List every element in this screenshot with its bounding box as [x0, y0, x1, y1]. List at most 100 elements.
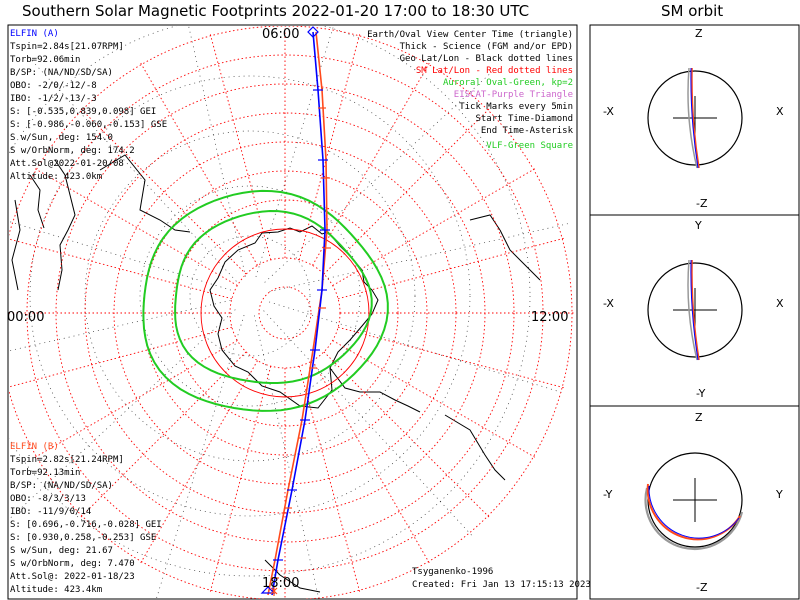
elfin-b-track	[267, 31, 328, 596]
axis-label-left: -X	[603, 297, 614, 310]
elfin-a-info: ELFIN (A) Tspin=2.84s[21.07RPM] Torb=92.…	[10, 29, 167, 182]
orbit-panel-title: SM orbit	[661, 2, 724, 20]
sm-lon-spoke	[9, 326, 232, 388]
elfin-a-start-diamond	[307, 26, 319, 38]
orbit-panel-xy: Y -Y -X X	[603, 219, 784, 400]
elfin-b-orbit	[691, 67, 700, 169]
legend-item: Tick Marks every 5min	[459, 102, 573, 112]
sm-lon-spoke	[209, 32, 272, 260]
elfin-b-line: S w/Sun, deg: 21.67	[10, 546, 113, 556]
axis-label-right: Y	[775, 488, 783, 501]
elfin-b-line: S: [0.696,-0.716,-0.028] GEI	[10, 520, 162, 530]
orbit-panel-yz: Z -Z -Y Y	[603, 411, 783, 594]
axis-label-right: X	[776, 297, 784, 310]
sm-lon-spoke	[298, 366, 361, 594]
geo-lon-spoke	[255, 26, 334, 277]
axis-label-top: Y	[694, 219, 702, 232]
legend-item: End Time-Asterisk	[481, 126, 574, 136]
sm-lon-spoke	[312, 61, 431, 266]
orbit-gray	[644, 487, 744, 551]
sm-lon-spoke	[332, 340, 537, 459]
sm-lat-lon-grid	[9, 26, 575, 599]
sm-lat-ring	[55, 83, 515, 543]
sm-lat-ring	[142, 170, 428, 456]
sm-lon-spoke	[323, 351, 491, 519]
earth-circle	[647, 70, 743, 166]
axis-label-left: -X	[603, 105, 614, 118]
geo-lon-spoke	[188, 26, 246, 277]
antarctica-coastline	[11, 154, 541, 593]
auroral-oval	[142, 189, 389, 412]
orbit-panel-frame	[589, 24, 800, 600]
elfin-b-line: Att.Sol@: 2022-01-18/23	[10, 572, 135, 582]
geo-lon-spoke	[25, 53, 237, 282]
elfin-a-line: S w/Sun, deg: 154.0	[10, 133, 113, 143]
elfin-b-orbit	[646, 483, 741, 541]
legend-item: Start Time-Diamond	[475, 114, 573, 124]
axis-label-right: X	[776, 105, 784, 118]
axis-label-bottom: -Z	[696, 581, 708, 594]
sm-lon-spoke	[338, 326, 566, 389]
elfin-a-track	[271, 31, 326, 596]
legend-item: VLF-Green Square	[486, 141, 573, 151]
sm-lat-ring	[258, 286, 312, 340]
elfin-b-line: Tspin=2.82s[21.24RPM]	[10, 455, 124, 465]
satellite-tracks	[260, 26, 331, 596]
axis-label-top: Z	[695, 411, 703, 424]
legend: Earth/Oval View Center Time (triangle) T…	[367, 30, 573, 151]
geo-lon-spoke	[254, 315, 320, 599]
elfin-a-line: Torb=92.06min	[10, 55, 80, 65]
elfin-a-orbit	[648, 485, 740, 539]
geo-lat-ring	[139, 185, 361, 407]
elfin-a-line: IBO: -1/2/-13/-3	[10, 94, 97, 104]
geo-lat-ring	[189, 235, 311, 357]
model-credit: Tsyganenko-1996	[412, 567, 493, 577]
elfin-a-line: Att.Sol@2022-01-20/08	[10, 159, 124, 169]
elfin-a-line: Tspin=2.84s[21.07RPM]	[10, 42, 124, 52]
sm-lon-spoke	[209, 366, 272, 594]
sm-lon-spoke	[139, 360, 258, 565]
elfin-a-line: B/SP: (NA/ND/SD/SA)	[10, 68, 113, 78]
elfin-b-line: Altitude: 423.4km	[10, 585, 102, 595]
elfin-a-orbit	[690, 259, 699, 361]
axis-label-bottom: -Z	[696, 197, 708, 210]
legend-item: SM Lat/Lon - Red dotted lines	[416, 66, 573, 76]
geo-lat-ring	[29, 75, 471, 517]
geo-lon-spoke	[263, 310, 475, 539]
orbit-gray	[687, 259, 698, 361]
mlt-label-left: 00:00	[7, 310, 44, 325]
sm-lon-spoke	[79, 351, 247, 519]
geo-lon-spoke	[9, 221, 231, 291]
sm-lon-spoke	[79, 107, 247, 275]
elfin-a-line: ELFIN (A)	[10, 29, 59, 39]
mlt-label-bottom: 18:00	[262, 576, 299, 591]
elfin-b-line: S: [0.930,0.258,-0.253] GSE	[10, 533, 156, 543]
elfin-b-line: B/SP: (NA/ND/SD/SA)	[10, 481, 113, 491]
elfin-a-line: S w/OrbNorm, deg: 174.2	[10, 146, 135, 156]
legend-item: Geo Lat/Lon - Black dotted lines	[400, 54, 573, 64]
earth-circle	[647, 262, 743, 358]
geo-lon-spoke	[264, 71, 493, 283]
geo-lon-spoke	[155, 315, 245, 599]
elfin-b-line: OBO: -8/3/3/13	[10, 494, 86, 504]
elfin-a-line: OBO: -2/0/-12/-8	[10, 81, 97, 91]
mlt-label-right: 12:00	[531, 310, 568, 325]
elfin-b-info: ELFIN (B) Tspin=2.82s[21.24RPM] Torb=92.…	[10, 442, 162, 595]
legend-item: Auroral Oval-Green, kp=2	[443, 78, 573, 88]
geo-lon-spoke	[269, 301, 566, 394]
sm-lat-ring	[171, 199, 399, 427]
sm-lon-spoke	[139, 61, 258, 266]
axis-label-bottom: -Y	[696, 387, 706, 400]
elfin-a-line: S: [-0.535,0.839,0.098] GEI	[10, 107, 156, 117]
elfin-a-view-triangle	[260, 586, 276, 594]
sm-lon-spoke	[33, 340, 238, 459]
auroral-oval-equatorward	[142, 189, 389, 412]
elfin-b-line: S w/OrbNorm, deg: 7.470	[10, 559, 135, 569]
geo-lon-spoke	[269, 222, 572, 292]
sm-lon-spoke	[9, 238, 232, 300]
orbit-gray	[687, 67, 698, 169]
sm-lon-spoke	[338, 237, 566, 300]
sm-lon-spoke	[298, 32, 361, 260]
created-timestamp: Created: Fri Jan 13 17:15:13 2023	[412, 580, 591, 590]
